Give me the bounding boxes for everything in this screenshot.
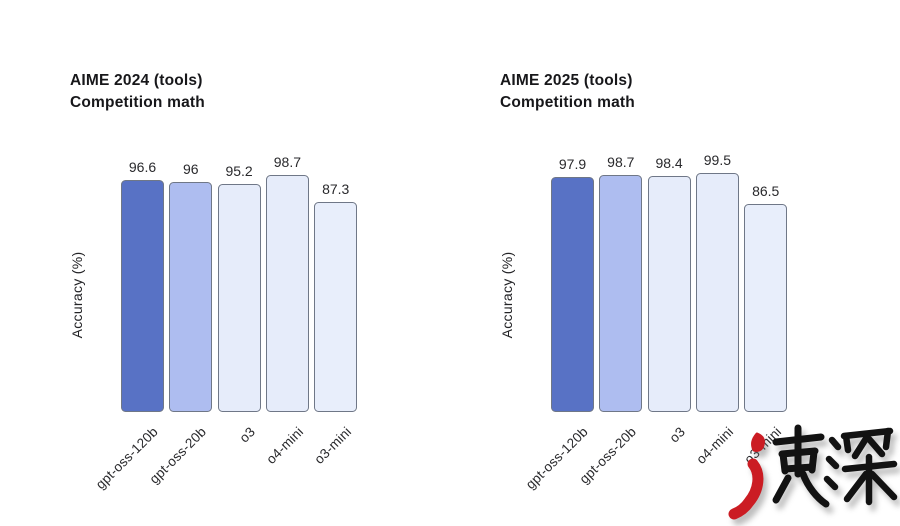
bar-value-label: 87.3 [322, 181, 350, 197]
chart-header: AIME 2025 (tools) Competition math [500, 70, 635, 113]
bar-value-label: 98.4 [655, 155, 683, 171]
bar-o3-mini [314, 202, 358, 412]
watermark-black-strokes [772, 424, 830, 508]
calligraphy-watermark-icon [728, 424, 898, 520]
bar-value-label: 97.9 [558, 156, 587, 172]
x-tick-label: gpt-oss-120b [93, 424, 162, 493]
x-tick-label: o3-mini [311, 424, 355, 467]
chart-aime-2024: AIME 2024 (tools) Competition math Accur… [69, 70, 465, 515]
bar-value-label: 96 [183, 161, 199, 177]
bar-o3 [647, 176, 691, 412]
chart-subtitle: Competition math [70, 94, 205, 111]
bar-gpt-oss-20b [169, 182, 213, 412]
bar-value-label: 99.5 [703, 152, 732, 168]
plot-area: 96.6 gpt-oss-120b 96 gpt-oss-20b 95.2 o3 98.7 o… [70, 70, 465, 515]
bar-o3 [217, 184, 261, 412]
x-tick-label: o4-mini [263, 424, 306, 467]
x-tick-label: o3 [236, 424, 258, 446]
watermark-black-strokes [823, 427, 898, 506]
bar-gpt-oss-120b [551, 177, 594, 412]
watermark-red-stroke [728, 432, 765, 520]
chart-title: AIME 2024 (tools) [70, 72, 203, 89]
x-tick-label: gpt-oss-120b [523, 424, 592, 493]
bar-value-label: 95.2 [225, 163, 253, 179]
bar-value-label: 98.7 [607, 154, 635, 170]
chart-subtitle: Competition math [500, 94, 635, 111]
chart-title: AIME 2025 (tools) [500, 72, 633, 89]
bar-o3-mini [744, 204, 788, 412]
chart-header: AIME 2024 (tools) Competition math [70, 70, 205, 113]
chart-aime-2025: AIME 2025 (tools) Competition math Accur… [499, 70, 895, 515]
bar-o4-mini [695, 173, 739, 412]
plot-area: 97.9 gpt-oss-120b 98.7 gpt-oss-20b 98.4 o3 99.… [500, 70, 895, 515]
bar-value-label: 98.7 [273, 154, 302, 170]
bar-value-label: 86.5 [752, 183, 780, 199]
bar-gpt-oss-120b [121, 180, 164, 412]
bar-gpt-oss-20b [599, 175, 643, 412]
bar-o4-mini [265, 175, 309, 412]
bar-value-label: 96.6 [128, 159, 157, 175]
x-tick-label: o3 [666, 424, 688, 446]
